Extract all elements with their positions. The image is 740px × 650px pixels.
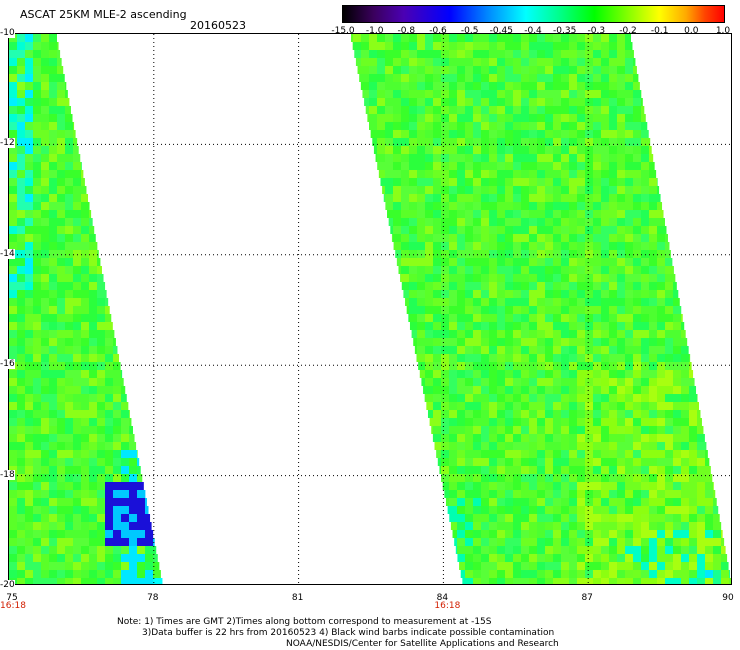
y-tick-label: -18 bbox=[0, 469, 15, 480]
note-line-3: NOAA/NESDIS/Center for Satellite Applica… bbox=[286, 639, 559, 649]
colorbar-tick-label: -0.8 bbox=[397, 26, 416, 36]
x-tick-label: 81 bbox=[291, 593, 304, 603]
colorbar-tick-label: -0.35 bbox=[553, 26, 577, 36]
right-swath bbox=[351, 34, 731, 584]
x-tick-label: 84 bbox=[436, 593, 449, 603]
colorbar-tick-label: -0.1 bbox=[650, 26, 669, 36]
colorbar-tick-label: -0.45 bbox=[489, 26, 513, 36]
x-tick-label: 90 bbox=[722, 593, 734, 603]
map-plot-area bbox=[8, 33, 732, 585]
colorbar-tick-label: -0.6 bbox=[429, 26, 447, 36]
map-gridlines bbox=[9, 34, 731, 584]
chart-date: 20160523 bbox=[190, 19, 246, 32]
pass-time-label: 16:18 bbox=[434, 601, 461, 611]
colorbar-tick-label: -0.5 bbox=[460, 26, 479, 36]
colorbar bbox=[342, 5, 725, 23]
colorbar-tick-label: -15.0 bbox=[331, 26, 355, 36]
pass-time-label: 16:18 bbox=[0, 601, 26, 611]
swath-map bbox=[9, 34, 731, 584]
left-swath bbox=[9, 34, 163, 584]
x-tick-label: 78 bbox=[147, 593, 159, 603]
note-line-1: Note: 1) Times are GMT 2)Times along bot… bbox=[117, 617, 492, 627]
colorbar-tick-label: 0.0 bbox=[684, 26, 699, 36]
chart-title: ASCAT 25KM MLE-2 ascending bbox=[20, 8, 187, 21]
colorbar-tick-label: -0.3 bbox=[587, 26, 606, 36]
y-tick-label: -10 bbox=[0, 28, 15, 38]
y-tick-label: -16 bbox=[0, 359, 15, 370]
x-tick-label: 75 bbox=[6, 593, 18, 603]
y-tick-label: -14 bbox=[0, 248, 15, 259]
colorbar-tick-label: -1.0 bbox=[365, 26, 384, 36]
colorbar-tick-label: -0.2 bbox=[619, 26, 637, 36]
y-tick-label: -20 bbox=[0, 580, 15, 590]
colorbar-tick-label: -0.4 bbox=[524, 26, 542, 36]
note-line-2: 3)Data buffer is 22 hrs from 20160523 4)… bbox=[142, 628, 555, 638]
y-tick-label: -12 bbox=[0, 138, 15, 149]
x-tick-label: 87 bbox=[581, 593, 593, 603]
colorbar-tick-label: 1.0 bbox=[715, 26, 731, 36]
